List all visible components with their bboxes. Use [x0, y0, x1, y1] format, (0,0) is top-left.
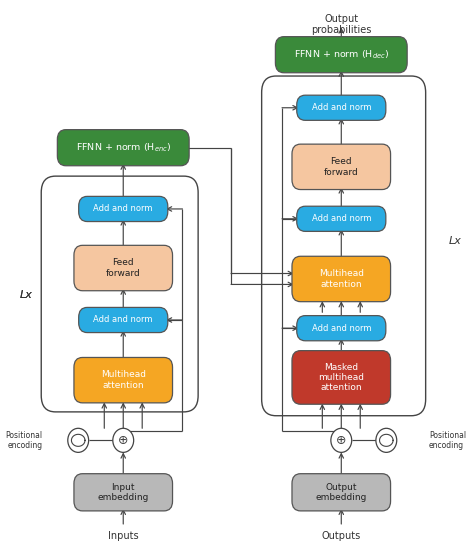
Text: Add and norm: Add and norm [93, 205, 153, 213]
Text: FFNN + norm (H$_{dec}$): FFNN + norm (H$_{dec}$) [294, 49, 389, 61]
Text: ⊕: ⊕ [118, 434, 128, 447]
FancyBboxPatch shape [297, 206, 386, 231]
FancyBboxPatch shape [74, 245, 173, 291]
Text: Multihead
attention: Multihead attention [319, 269, 364, 289]
Text: Positional
encoding: Positional encoding [6, 430, 43, 450]
FancyBboxPatch shape [297, 316, 386, 341]
Circle shape [68, 428, 89, 452]
Text: Lx: Lx [448, 236, 462, 246]
Text: Masked
multihead
attention: Masked multihead attention [318, 363, 365, 392]
Text: Input
embedding: Input embedding [98, 482, 149, 502]
Circle shape [376, 428, 397, 452]
Circle shape [113, 428, 134, 452]
FancyBboxPatch shape [57, 130, 189, 166]
Text: FFNN + norm (H$_{enc}$): FFNN + norm (H$_{enc}$) [76, 142, 171, 154]
Text: Outputs: Outputs [322, 531, 361, 540]
FancyBboxPatch shape [292, 144, 391, 190]
FancyBboxPatch shape [79, 307, 168, 333]
Text: Multihead
attention: Multihead attention [101, 370, 146, 390]
Text: Positional
encoding: Positional encoding [429, 430, 466, 450]
FancyBboxPatch shape [275, 37, 407, 73]
FancyBboxPatch shape [292, 256, 391, 302]
Text: Lx: Lx [19, 290, 33, 300]
Text: Output
embedding: Output embedding [316, 482, 367, 502]
Circle shape [331, 428, 352, 452]
Text: Feed
forward: Feed forward [106, 258, 141, 278]
FancyBboxPatch shape [292, 474, 391, 511]
Text: Inputs: Inputs [108, 531, 138, 540]
Text: Output
probabilities: Output probabilities [311, 14, 372, 35]
Text: Add and norm: Add and norm [311, 324, 371, 333]
Text: Add and norm: Add and norm [93, 316, 153, 324]
Text: Add and norm: Add and norm [311, 103, 371, 112]
Text: Lx: Lx [19, 290, 33, 300]
FancyBboxPatch shape [297, 95, 386, 120]
FancyBboxPatch shape [74, 474, 173, 511]
FancyBboxPatch shape [74, 358, 173, 403]
Text: Feed
forward: Feed forward [324, 157, 359, 177]
FancyBboxPatch shape [292, 351, 391, 404]
Text: ⊕: ⊕ [336, 434, 346, 447]
FancyBboxPatch shape [79, 196, 168, 222]
Text: Add and norm: Add and norm [311, 214, 371, 223]
